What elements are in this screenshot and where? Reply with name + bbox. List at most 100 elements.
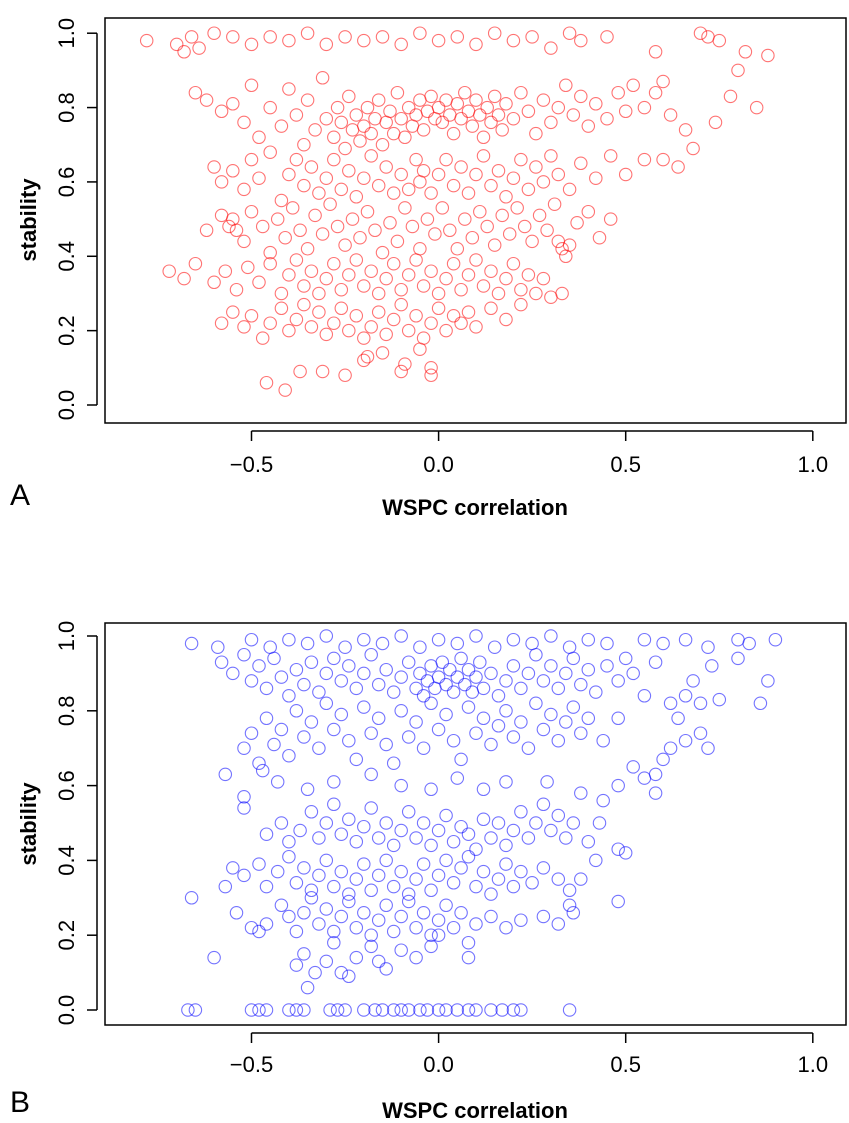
- data-point-a-295: [357, 331, 371, 345]
- data-point-a-124: [237, 182, 251, 197]
- data-point-a-22: [525, 30, 539, 44]
- data-point-a-137: [342, 164, 356, 178]
- data-point-a-146: [409, 152, 423, 167]
- data-point-b-304: [566, 906, 581, 920]
- data-point-b-1: [211, 640, 225, 654]
- y-tick-label-a-5: 1.0: [54, 18, 79, 49]
- data-point-b-104: [237, 741, 251, 755]
- data-point-b-333: [323, 1003, 337, 1017]
- data-point-a-187: [285, 201, 300, 215]
- data-point-b-99: [678, 689, 693, 703]
- data-point-a-317: [315, 364, 330, 379]
- data-point-b-255: [484, 887, 498, 901]
- data-point-b-81: [521, 666, 536, 681]
- data-point-b-321: [424, 939, 438, 954]
- data-point-b-185: [319, 816, 334, 830]
- data-point-a-72: [409, 108, 423, 122]
- data-point-a-293: [342, 323, 356, 338]
- data-point-a-147: [413, 175, 427, 189]
- data-point-b-275: [297, 906, 311, 920]
- data-point-b-203: [454, 819, 468, 834]
- data-point-a-156: [476, 149, 491, 163]
- data-point-a-38: [237, 115, 251, 130]
- data-point-b-97: [663, 696, 678, 711]
- data-point-b-352: [514, 1003, 528, 1017]
- data-point-b-256: [491, 872, 506, 886]
- data-point-a-145: [401, 182, 416, 197]
- data-point-a-300: [394, 297, 408, 312]
- data-point-a-307: [446, 309, 461, 323]
- data-point-a-197: [360, 204, 375, 219]
- data-point-a-6: [226, 30, 240, 44]
- data-point-a-221: [540, 223, 554, 238]
- data-point-a-171: [618, 167, 633, 182]
- x-tick-label-a-3: 1.0: [798, 452, 829, 477]
- data-point-a-322: [398, 357, 412, 371]
- data-point-b-17: [525, 636, 539, 651]
- x-tick-label-b-3: 1.0: [798, 1052, 829, 1077]
- data-point-b-154: [637, 771, 652, 785]
- data-point-b-70: [458, 677, 472, 692]
- data-point-b-315: [349, 950, 364, 965]
- data-point-a-204: [413, 242, 427, 256]
- data-point-b-176: [596, 793, 610, 808]
- data-point-b-346: [450, 1003, 465, 1017]
- data-point-a-64: [379, 115, 393, 130]
- data-point-a-257: [401, 268, 416, 282]
- data-point-a-208: [443, 223, 457, 238]
- data-point-b-252: [461, 849, 476, 864]
- data-point-b-183: [304, 805, 319, 819]
- data-point-a-55: [345, 123, 360, 137]
- data-point-b-310: [308, 965, 322, 980]
- panel-a: −0.5 0.0 0.5 1.0 0.0 0.2 0.4 0.6 0.8 1.0 WSPC co…: [10, 17, 847, 520]
- data-point-a-63: [375, 137, 390, 152]
- y-tick-label-b-4: 0.8: [54, 696, 79, 727]
- data-point-b-67: [446, 685, 461, 699]
- data-point-a-271: [506, 256, 521, 271]
- data-point-a-235: [218, 264, 233, 278]
- data-point-a-315: [278, 383, 292, 397]
- data-point-b-94: [626, 666, 640, 681]
- data-point-a-46: [300, 93, 315, 107]
- data-point-b-195: [394, 823, 408, 838]
- data-point-a-294: [349, 309, 364, 323]
- data-point-b-51: [364, 647, 378, 662]
- x-axis-title-a: WSPC correlation: [382, 495, 568, 520]
- data-point-a-135: [327, 152, 341, 167]
- data-point-b-241: [379, 853, 393, 868]
- data-point-a-212: [473, 204, 487, 219]
- x-tick-label-b-2: 0.5: [610, 1052, 641, 1077]
- data-point-b-179: [259, 827, 274, 841]
- data-point-a-131: [297, 178, 311, 193]
- data-point-a-103: [551, 100, 566, 115]
- data-point-a-280: [237, 320, 251, 334]
- data-point-b-218: [566, 816, 581, 830]
- data-point-b-295: [446, 920, 461, 935]
- data-point-a-258: [409, 253, 423, 267]
- data-point-a-201: [390, 234, 405, 249]
- data-point-b-207: [484, 831, 498, 845]
- data-point-a-148: [416, 164, 431, 178]
- data-point-a-320: [360, 349, 375, 364]
- data-point-b-212: [521, 831, 536, 845]
- data-point-b-127: [409, 715, 423, 729]
- data-point-b-259: [514, 864, 528, 879]
- data-point-a-118: [708, 115, 723, 130]
- data-point-b-200: [431, 823, 446, 838]
- data-point-a-224: [555, 242, 569, 256]
- data-point-b-261: [536, 861, 551, 875]
- data-point-b-224: [237, 868, 251, 883]
- data-point-a-95: [495, 123, 509, 137]
- data-point-a-104: [559, 78, 573, 93]
- data-point-a-27: [648, 45, 663, 59]
- data-point-b-334: [330, 1003, 345, 1017]
- data-point-a-129: [282, 167, 296, 182]
- x-tick-label-b-0: −0.5: [230, 1052, 273, 1077]
- data-point-b-251: [454, 861, 468, 875]
- x-tick-label-b-1: 0.0: [423, 1052, 454, 1077]
- data-point-a-192: [323, 197, 337, 211]
- data-point-b-216: [551, 808, 566, 823]
- data-point-b-235: [334, 864, 349, 879]
- data-point-b-278: [319, 902, 334, 916]
- data-point-b-330: [282, 1003, 296, 1017]
